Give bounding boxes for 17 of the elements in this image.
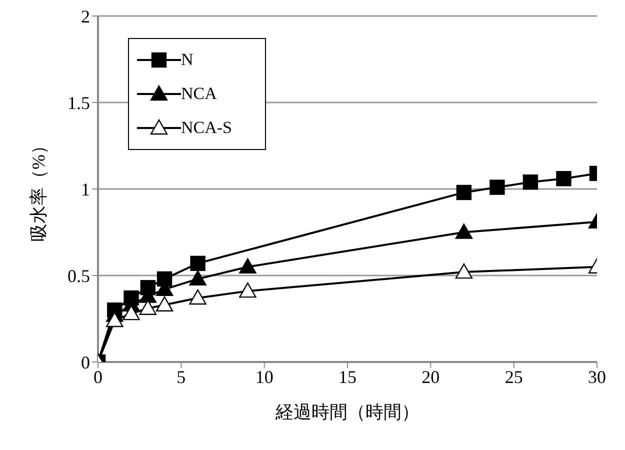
y-tick-label: 1.5 (68, 92, 90, 113)
legend-label: N (181, 50, 194, 70)
y-tick-label: 2 (81, 6, 90, 26)
y-tick-label: 0.5 (68, 266, 90, 286)
y-tick-label: 1 (81, 179, 90, 200)
legend-label: NCA-S (181, 118, 232, 138)
x-tick-label: 25 (504, 366, 523, 387)
x-tick-label: 0 (94, 366, 102, 387)
y-axis-title: 吸水率（%） (28, 136, 48, 242)
y-tick-label: 0 (81, 352, 90, 372)
x-tick-label: 30 (588, 366, 606, 387)
x-tick-label: 5 (176, 366, 186, 387)
x-tick-label: 15 (338, 366, 356, 387)
x-axis-title: 経過時間（時間） (274, 402, 420, 422)
x-tick-label: 10 (255, 366, 274, 387)
legend-label: NCA (181, 84, 217, 104)
x-tick-label: 20 (422, 366, 440, 387)
